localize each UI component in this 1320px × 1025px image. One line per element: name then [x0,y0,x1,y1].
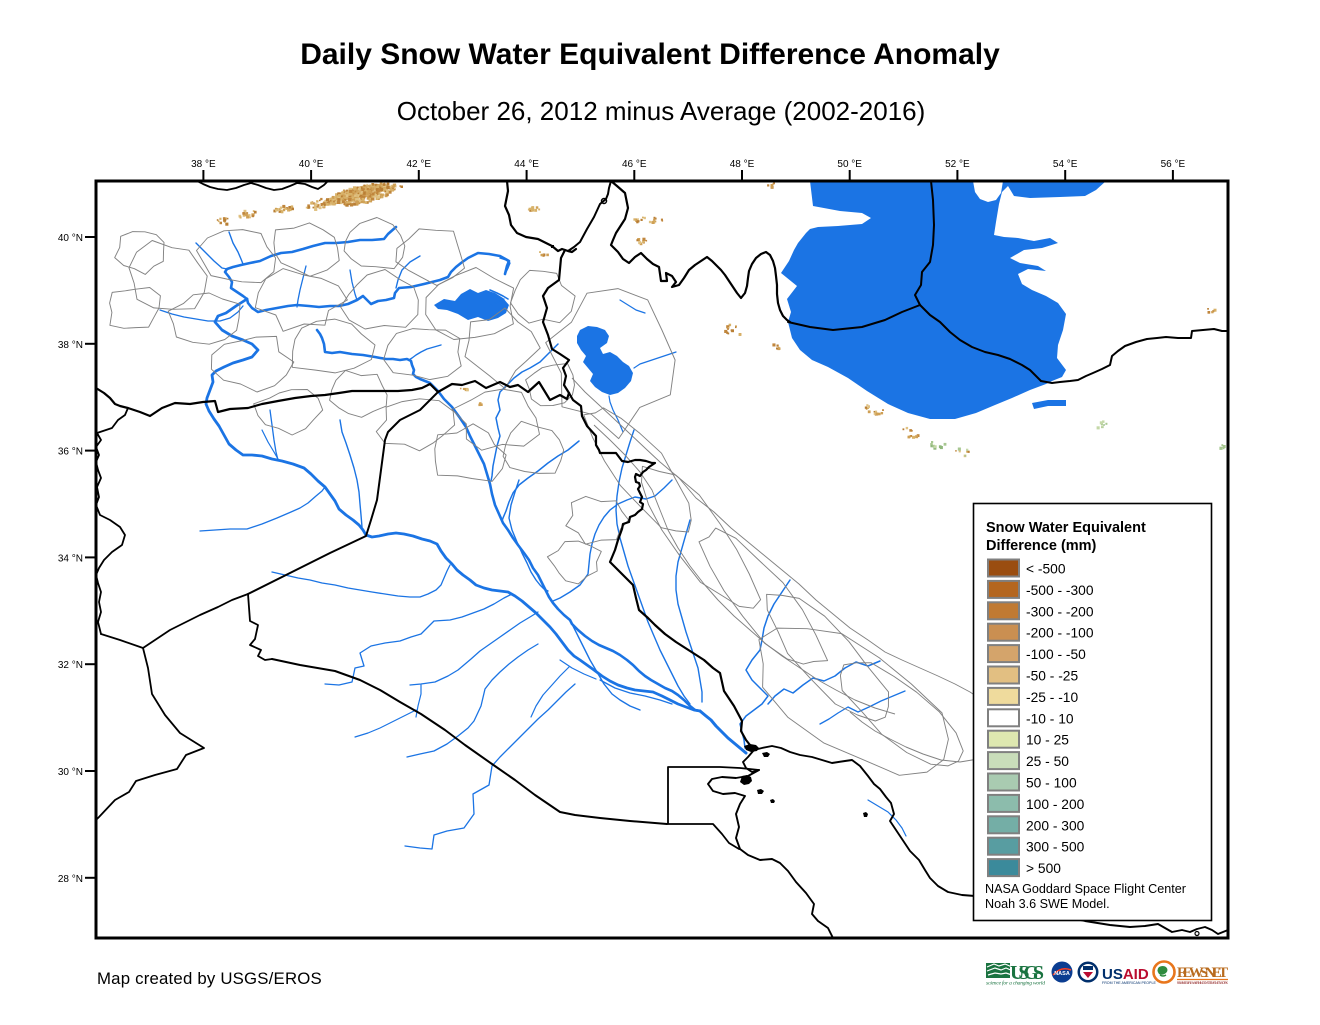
svg-text:54 °E: 54 °E [1053,159,1078,170]
svg-text:Noah 3.6 SWE Model.: Noah 3.6 SWE Model. [985,897,1110,911]
svg-text:100 - 200: 100 - 200 [1026,797,1085,812]
svg-text:NASA: NASA [1054,971,1070,977]
svg-text:30 °N: 30 °N [58,767,83,778]
svg-text:46 °E: 46 °E [622,159,647,170]
svg-text:< -500: < -500 [1026,562,1066,577]
svg-text:-25 - -10: -25 - -10 [1026,690,1078,705]
svg-text:-10 - 10: -10 - 10 [1026,711,1074,726]
svg-text:USGS: USGS [1010,962,1044,984]
svg-text:-300 - -200: -300 - -200 [1026,604,1094,619]
svg-text:science for a changing world: science for a changing world [986,980,1045,987]
svg-text:-500 - -300: -500 - -300 [1026,583,1094,598]
svg-text:52 °E: 52 °E [945,159,970,170]
svg-text:Snow Water Equivalent: Snow Water Equivalent [986,520,1146,536]
svg-text:38 °E: 38 °E [191,159,216,170]
svg-text:-50 - -25: -50 - -25 [1026,669,1078,684]
svg-text:32 °N: 32 °N [58,660,83,671]
svg-text:48 °E: 48 °E [730,159,755,170]
svg-text:October 26, 2012 minus Average: October 26, 2012 minus Average (2002-201… [397,96,926,126]
svg-text:USAID: USAID [1102,966,1149,983]
svg-text:Daily Snow Water Equivalent Di: Daily Snow Water Equivalent Difference A… [300,38,1000,71]
svg-text:40 °N: 40 °N [58,233,83,244]
svg-text:200 - 300: 200 - 300 [1026,818,1085,833]
svg-text:36 °N: 36 °N [58,447,83,458]
svg-text:-100 - -50: -100 - -50 [1026,647,1086,662]
svg-text:> 500: > 500 [1026,861,1061,876]
svg-text:56 °E: 56 °E [1161,159,1186,170]
svg-text:FEWS NET: FEWS NET [1177,965,1228,981]
svg-text:FROM THE AMERICAN PEOPLE: FROM THE AMERICAN PEOPLE [1102,981,1156,985]
svg-text:-200 - -100: -200 - -100 [1026,626,1094,641]
svg-text:44 °E: 44 °E [514,159,539,170]
svg-text:50 °E: 50 °E [837,159,862,170]
svg-text:40 °E: 40 °E [299,159,324,170]
svg-text:Difference (mm): Difference (mm) [986,538,1097,554]
svg-text:Map created by USGS/EROS: Map created by USGS/EROS [97,969,322,988]
svg-text:NASA Goddard Space Flight Cent: NASA Goddard Space Flight Center [985,882,1186,896]
svg-text:50 - 100: 50 - 100 [1026,776,1077,791]
svg-text:10 - 25: 10 - 25 [1026,733,1069,748]
svg-text:28 °N: 28 °N [58,874,83,885]
svg-text:FAMINE EARLY WARNING SYSTEMS N: FAMINE EARLY WARNING SYSTEMS NETWORK [1177,981,1229,985]
svg-text:25 - 50: 25 - 50 [1026,754,1069,769]
svg-text:300 - 500: 300 - 500 [1026,840,1085,855]
svg-text:42 °E: 42 °E [407,159,432,170]
svg-text:34 °N: 34 °N [58,553,83,564]
svg-text:38 °N: 38 °N [58,340,83,351]
